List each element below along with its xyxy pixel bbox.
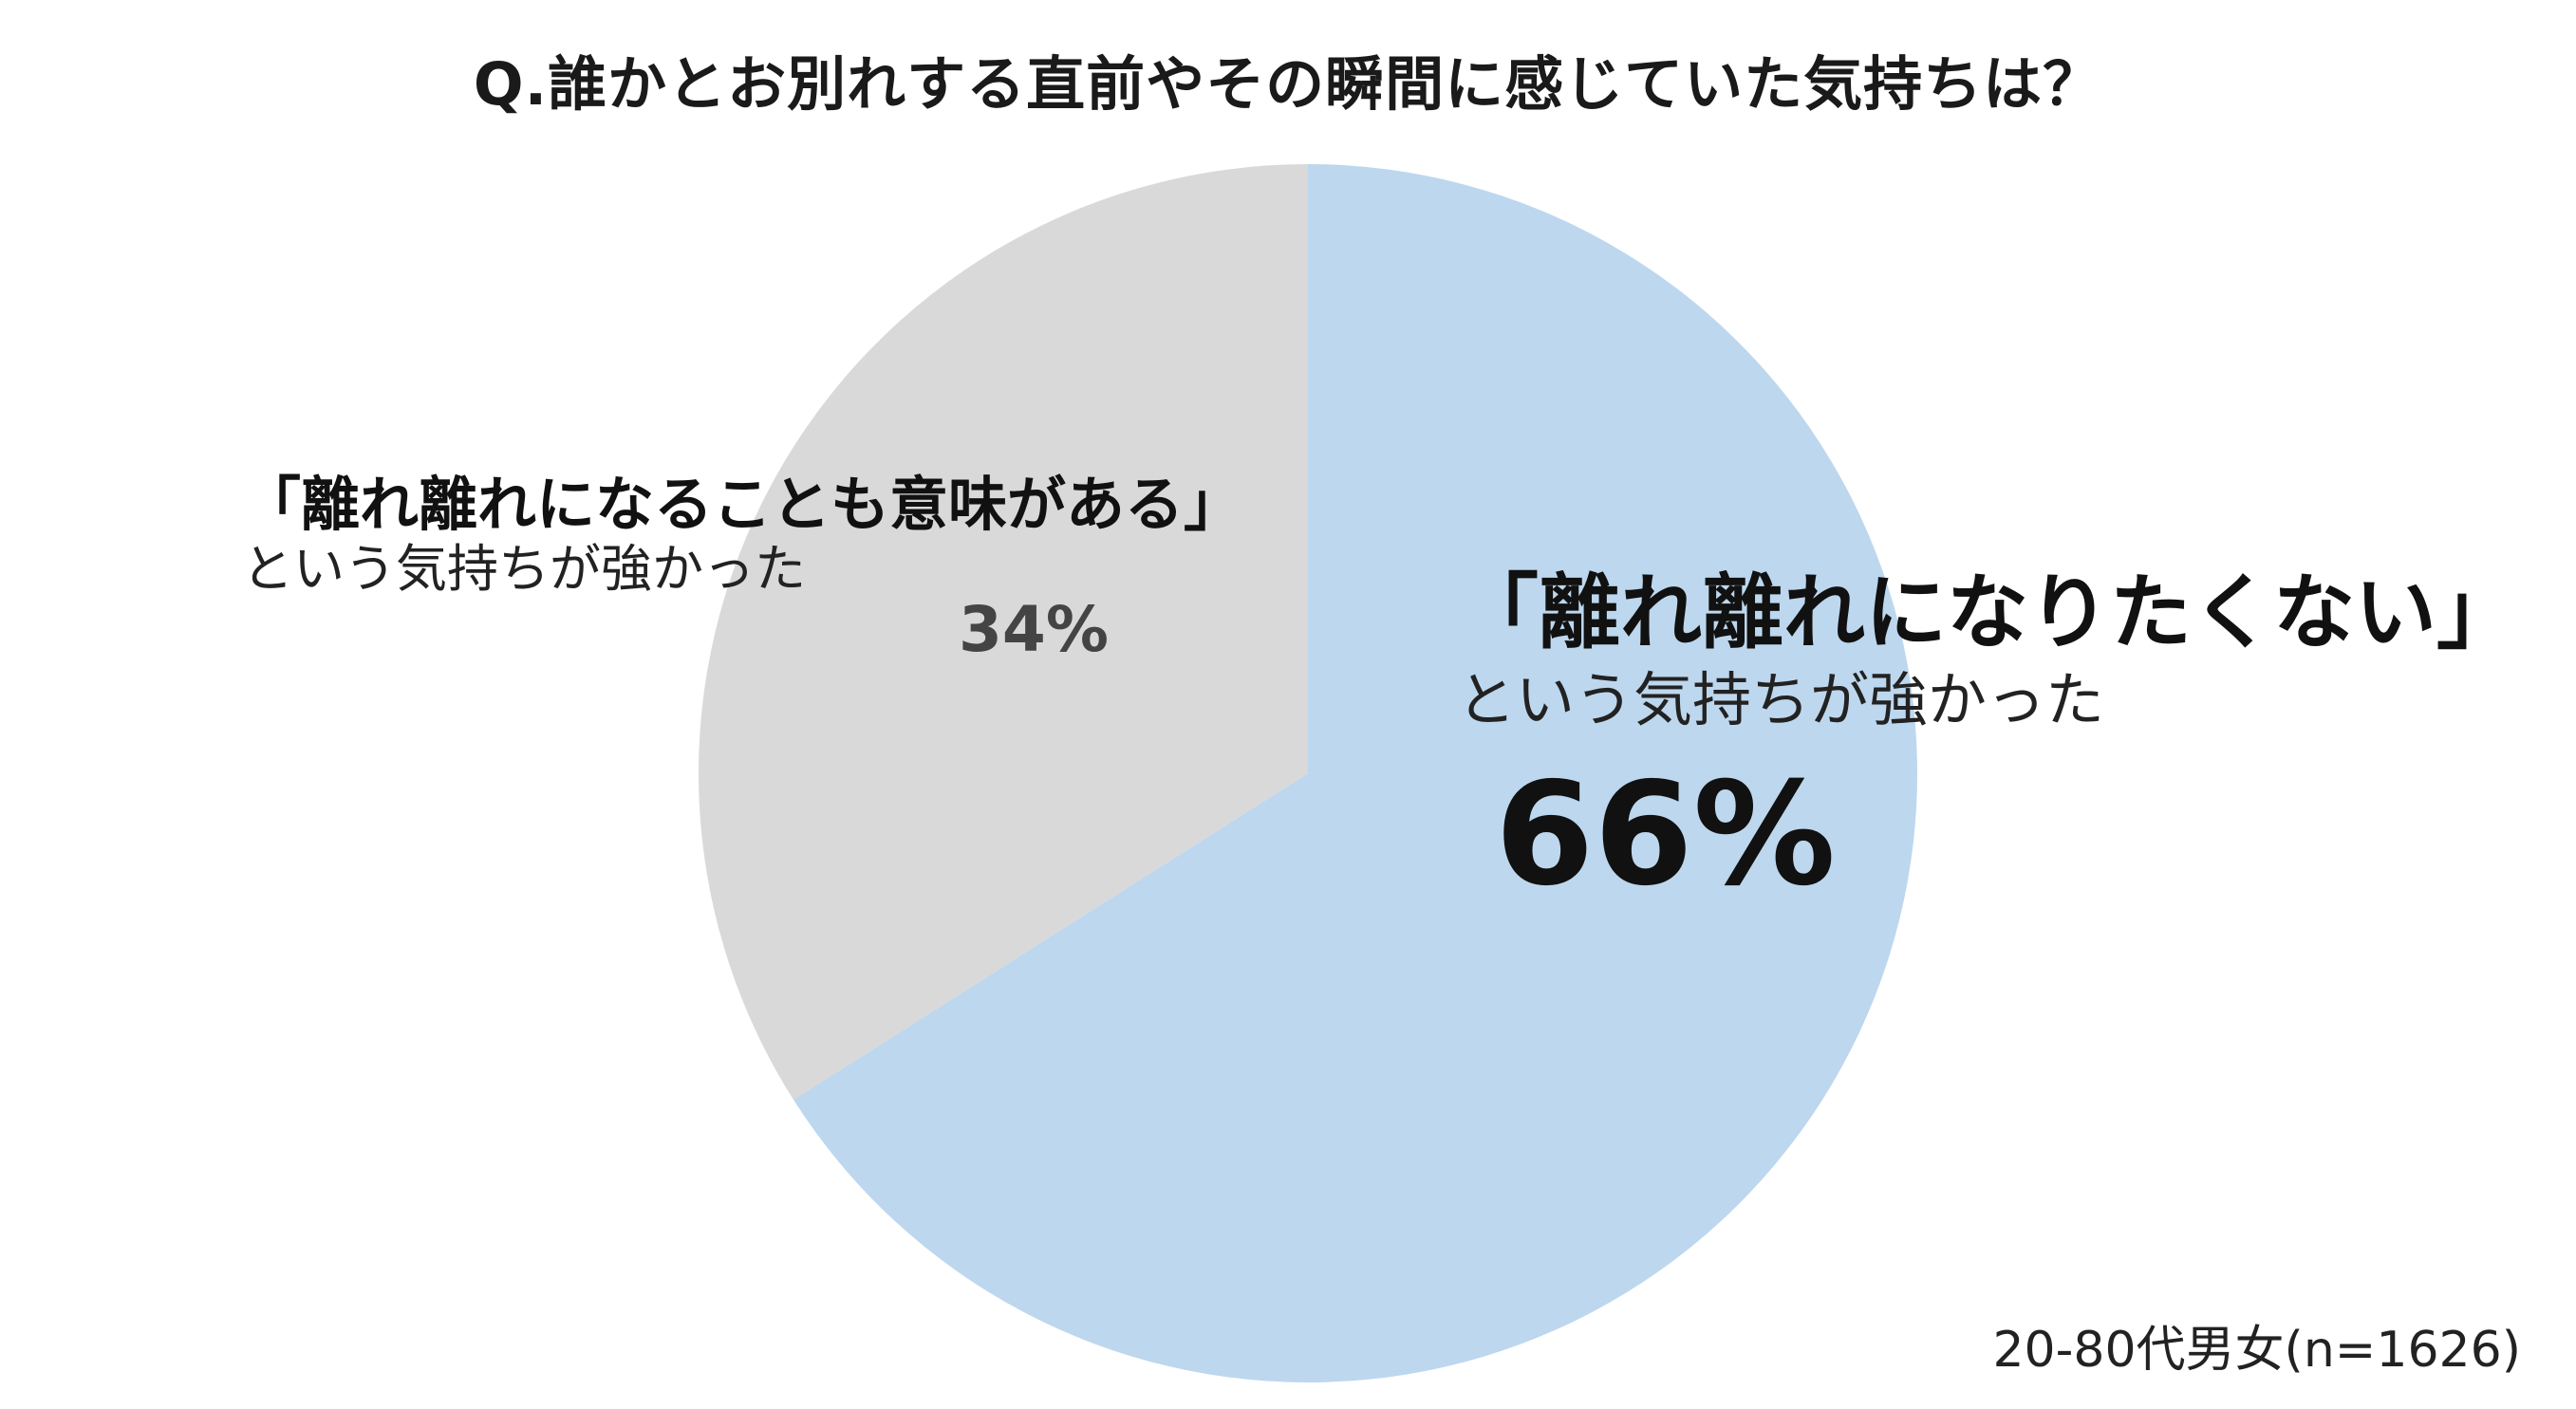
slice-value-34: 34% [959, 593, 1109, 666]
pie-slice-meaningful [698, 164, 1308, 1101]
slice-label-dont-want-apart-title: 「離れ離れになりたくない」 [1457, 565, 2518, 660]
pie-slice-dont-want-apart [793, 164, 1918, 1382]
slice-value-66: 66% [1495, 751, 1837, 918]
pie-slices [698, 164, 1918, 1382]
slice-label-meaningful-subtitle: という気持ちが強かった [242, 539, 806, 600]
slice-label-meaningful-title: 「離れ離れになることも意味がある」 [242, 470, 1243, 539]
chart-title: Q.誰かとお別れする直前やその瞬間に感じていた気持ちは？ [473, 49, 2103, 119]
slice-label-meaningful: 「離れ離れになることも意味がある」 という気持ちが強かった 34% [242, 470, 1243, 666]
slice-label-dont-want-apart-subtitle: という気持ちが強かった [1457, 665, 2105, 735]
sample-note: 20-80代男女(n=1626) [1992, 1322, 2521, 1379]
slice-label-dont-want-apart: 「離れ離れになりたくない」 という気持ちが強かった 66% [1457, 565, 2518, 931]
